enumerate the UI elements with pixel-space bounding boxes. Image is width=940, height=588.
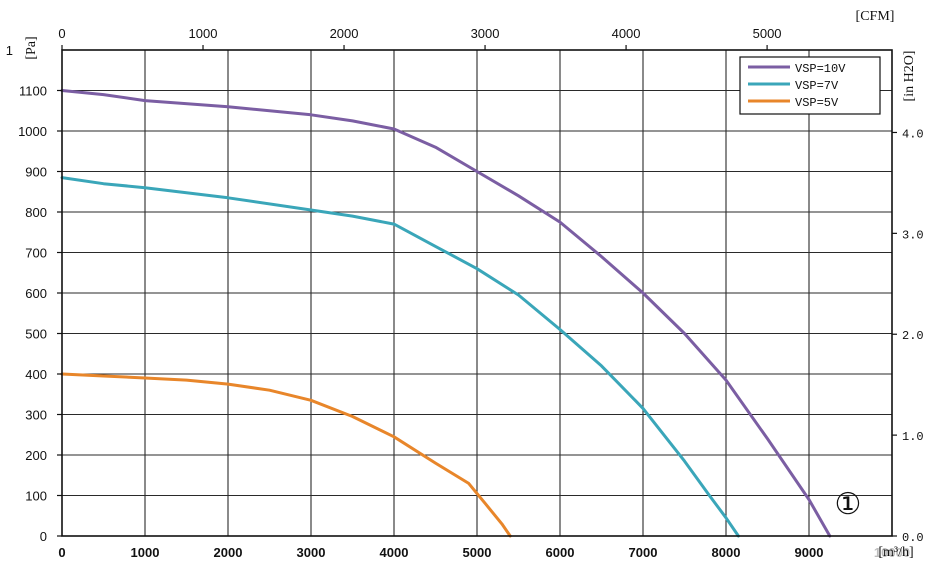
series-layer [60,89,832,538]
x-tick-label: 7000 [629,545,658,560]
x-tick-label: 3000 [297,545,326,560]
y2-tick-label: 2.0 [902,329,924,343]
x-tick-label: 1000 [131,545,160,560]
y-tick-label: 1 [6,43,13,58]
series-line-vsp-5v [60,372,512,538]
y-tick-label: 900 [25,165,47,180]
x-tick-label: 6000 [546,545,575,560]
y-tick-label: 200 [25,448,47,463]
y-tick-label: 300 [25,408,47,423]
x-tick-label: 5000 [463,545,492,560]
legend: VSP=10V VSP=7V VSP=5V [739,56,881,115]
curve-annotation: ① [835,488,862,521]
y-tick-label: 400 [25,367,47,382]
x2-tick-label: 5000 [753,26,782,41]
x-tick-label: 2000 [214,545,243,560]
y2-axis-label: [in H2O] [902,51,917,102]
x2-tick-label: 2000 [330,26,359,41]
x-tick-label: 4000 [380,545,409,560]
y-tick-label: 800 [25,205,47,220]
plot-frame [61,49,893,537]
y2-tick-label: 0.0 [902,531,924,545]
y-tick-label: 1100 [19,84,47,99]
series-line-vsp-7v [60,176,740,538]
x2-axis-label: [CFM] [856,9,895,24]
x-axis-label: [m³/h] [878,545,913,560]
x2-tick-label: 0 [58,26,65,41]
x-tick-label: 9000 [795,545,824,560]
y-tick-label: 100 [25,489,47,504]
x2-tick-label: 3000 [471,26,500,41]
legend-label: VSP=7V [795,79,839,93]
y-tick-label: 700 [25,246,47,261]
y-tick-label: 0 [40,529,47,544]
legend-label: VSP=5V [795,96,839,110]
y2-tick-label: 1.0 [902,430,924,444]
y-axis-label: [Pa] [24,36,39,59]
y-tick-label: 1000 [18,124,47,139]
y-tick-label: 500 [25,327,47,342]
y2-tick-label: 4.0 [902,127,924,141]
x-tick-label: 0 [58,545,65,560]
legend-items: VSP=10V VSP=7V VSP=5V [748,62,846,110]
axis-layer: 0 1000 2000 3000 4000 5000 6000 7000 8000 9000 100… [6,26,924,560]
x2-tick-label: 1000 [189,26,218,41]
y2-tick-label: 3.0 [902,228,924,242]
y-tick-label: 600 [25,286,47,301]
legend-label: VSP=10V [795,62,846,76]
x-tick-label: 8000 [712,545,741,560]
series-line-vsp-10v [60,89,832,538]
x-tick-label: 10000 [874,545,910,560]
x2-tick-label: 4000 [612,26,641,41]
